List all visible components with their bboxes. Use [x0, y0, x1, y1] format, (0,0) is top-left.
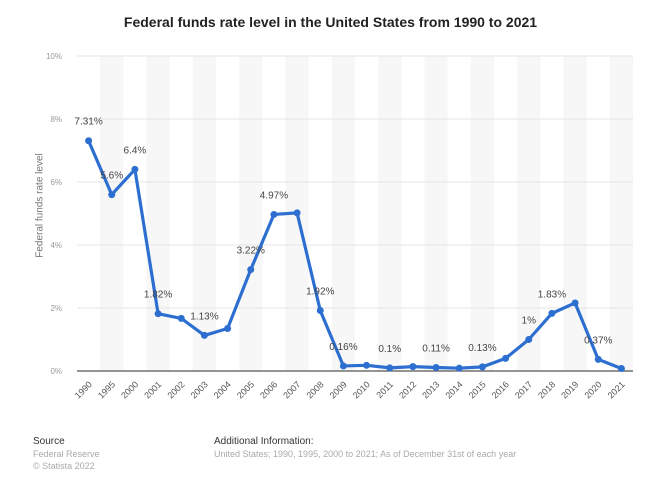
x-tick-label: 2005	[235, 379, 256, 400]
column-band	[609, 56, 633, 371]
data-point	[548, 309, 556, 317]
column-band	[424, 56, 448, 371]
data-label: 1.82%	[144, 290, 172, 301]
data-point	[200, 331, 208, 339]
data-label: 3.22%	[237, 246, 265, 257]
source-block: Source Federal Reserve © Statista 2022	[33, 436, 100, 472]
data-point	[270, 210, 278, 218]
data-point	[571, 299, 579, 307]
x-tick-label: 2003	[189, 379, 210, 400]
data-label: 1%	[522, 316, 537, 327]
x-tick-label: 2011	[374, 379, 395, 400]
y-tick-label: 10%	[46, 52, 62, 61]
data-point	[247, 266, 255, 274]
data-point	[455, 364, 463, 372]
y-tick-label: 4%	[50, 241, 62, 250]
x-tick-label: 2006	[258, 379, 279, 400]
source-heading: Source	[33, 436, 65, 447]
x-tick-label: 2012	[397, 379, 418, 400]
data-label: 1.83%	[538, 289, 566, 300]
column-band	[517, 56, 541, 371]
y-tick-label: 0%	[50, 367, 62, 376]
column-band	[470, 56, 494, 371]
x-tick-label: 2021	[606, 379, 627, 400]
x-tick-label: 2010	[351, 379, 372, 400]
data-point	[502, 354, 510, 362]
data-label: 0.1%	[378, 344, 401, 355]
data-point	[224, 324, 232, 332]
x-tick-label: 2007	[281, 379, 302, 400]
column-band	[239, 56, 263, 371]
column-band	[146, 56, 170, 371]
data-label: 0.16%	[329, 342, 357, 353]
x-tick-label: 1995	[96, 379, 117, 400]
y-tick-label: 8%	[50, 115, 62, 124]
data-point	[386, 364, 394, 372]
data-point	[131, 165, 139, 173]
x-tick-label: 2009	[328, 379, 349, 400]
data-point	[316, 307, 324, 315]
data-point	[293, 209, 301, 217]
data-point	[108, 191, 116, 199]
data-label: 0.11%	[422, 344, 450, 355]
data-label: 6.4%	[124, 145, 147, 156]
x-tick-label: 2008	[304, 379, 325, 400]
x-tick-label: 2014	[443, 379, 464, 400]
data-label: 1.92%	[306, 287, 334, 298]
x-tick-label: 2013	[420, 379, 441, 400]
x-tick-label: 2020	[582, 379, 603, 400]
data-point	[154, 310, 162, 318]
column-band	[563, 56, 587, 371]
source-line: Federal Reserve	[33, 449, 100, 459]
chart-title: Federal funds rate level in the United S…	[123, 14, 538, 30]
x-tick-label: 2017	[513, 379, 534, 400]
copyright: © Statista 2022	[33, 461, 95, 471]
x-tick-label: 2002	[165, 379, 186, 400]
column-band	[331, 56, 355, 371]
data-point	[409, 363, 417, 371]
x-tick-label: 2018	[536, 379, 557, 400]
data-point	[177, 314, 185, 322]
y-tick-label: 2%	[50, 304, 62, 313]
column-band	[378, 56, 402, 371]
y-tick-label: 6%	[50, 178, 62, 187]
data-label: 0.37%	[584, 335, 612, 346]
data-label: 0.13%	[468, 343, 496, 354]
info-heading: Additional Information:	[214, 436, 314, 447]
data-point	[478, 363, 486, 371]
data-point	[594, 355, 602, 363]
line-chart: 0%2%4%6%8%10%1990 1995 2000 2001 2002 2003 200…	[46, 52, 633, 401]
x-tick-label: 2001	[142, 379, 163, 400]
column-band	[100, 56, 124, 371]
x-tick-label: 2016	[490, 379, 511, 400]
x-tick-label: 2000	[119, 379, 140, 400]
column-band	[192, 56, 216, 371]
data-label: 4.97%	[260, 190, 288, 201]
data-point	[525, 336, 533, 343]
data-label: 5.6%	[100, 171, 123, 182]
data-point	[617, 364, 625, 372]
data-point	[339, 362, 347, 370]
data-point	[363, 361, 371, 369]
x-tick-label: 2004	[212, 379, 233, 400]
x-tick-label: 2019	[559, 379, 580, 400]
info-block: Additional Information: United States; 1…	[214, 436, 516, 460]
data-label: 7.31%	[74, 117, 102, 128]
x-tick-label: 2015	[467, 379, 488, 400]
data-point	[432, 364, 440, 372]
series-line	[87, 140, 623, 370]
data-point	[85, 137, 93, 145]
info-text: United States; 1990, 1995, 2000 to 2021;…	[214, 449, 517, 459]
data-label: 1.13%	[190, 311, 218, 322]
x-tick-label: 1990	[73, 379, 94, 400]
